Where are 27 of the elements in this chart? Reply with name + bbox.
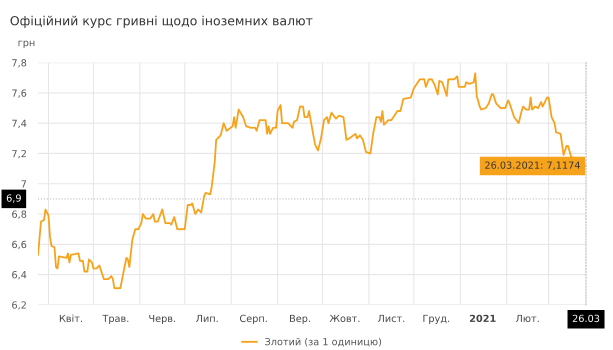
x-tick-label: 2021 bbox=[470, 314, 496, 322]
line-series bbox=[38, 72, 586, 290]
ref-line-label: 6,9 bbox=[6, 194, 21, 203]
y-axis-title: грн bbox=[18, 40, 34, 48]
y-tick-label: 6,8 bbox=[12, 210, 26, 219]
x-tick-label: Лип. bbox=[196, 314, 218, 322]
x-tick-label: Лист. bbox=[378, 314, 404, 322]
legend-label: Злотий (за 1 одиницю) bbox=[265, 338, 382, 347]
x-tick-label: 26.03 bbox=[572, 314, 600, 322]
y-tick-label: 7,6 bbox=[12, 89, 26, 98]
y-tick-label: 6,6 bbox=[12, 240, 26, 250]
y-tick-label: 7,2 bbox=[12, 150, 26, 158]
x-tick-label: Лют. bbox=[516, 314, 539, 322]
x-tick-label: Квіт. bbox=[60, 314, 82, 322]
y-tick-label: 6,2 bbox=[12, 301, 26, 310]
annotation: 26.03.2021: 7,1174 bbox=[485, 161, 580, 170]
chart-title: Офіційний курс гривні щодо іноземних валют bbox=[10, 16, 313, 28]
x-tick-label: Трав. bbox=[102, 314, 128, 324]
x-tick-label: Вер. bbox=[290, 314, 310, 324]
y-tick-label: 6,4 bbox=[12, 271, 26, 280]
y-tick-label: 7,4 bbox=[12, 120, 26, 128]
x-tick-label: Серп. bbox=[240, 314, 267, 324]
x-tick-label: Черв. bbox=[149, 314, 176, 324]
x-tick-label: Жовт. bbox=[330, 314, 360, 322]
x-tick-label: Груд. bbox=[423, 314, 450, 324]
y-tick-label: 7 bbox=[22, 180, 26, 188]
y-tick-label: 7,8 bbox=[12, 59, 26, 68]
